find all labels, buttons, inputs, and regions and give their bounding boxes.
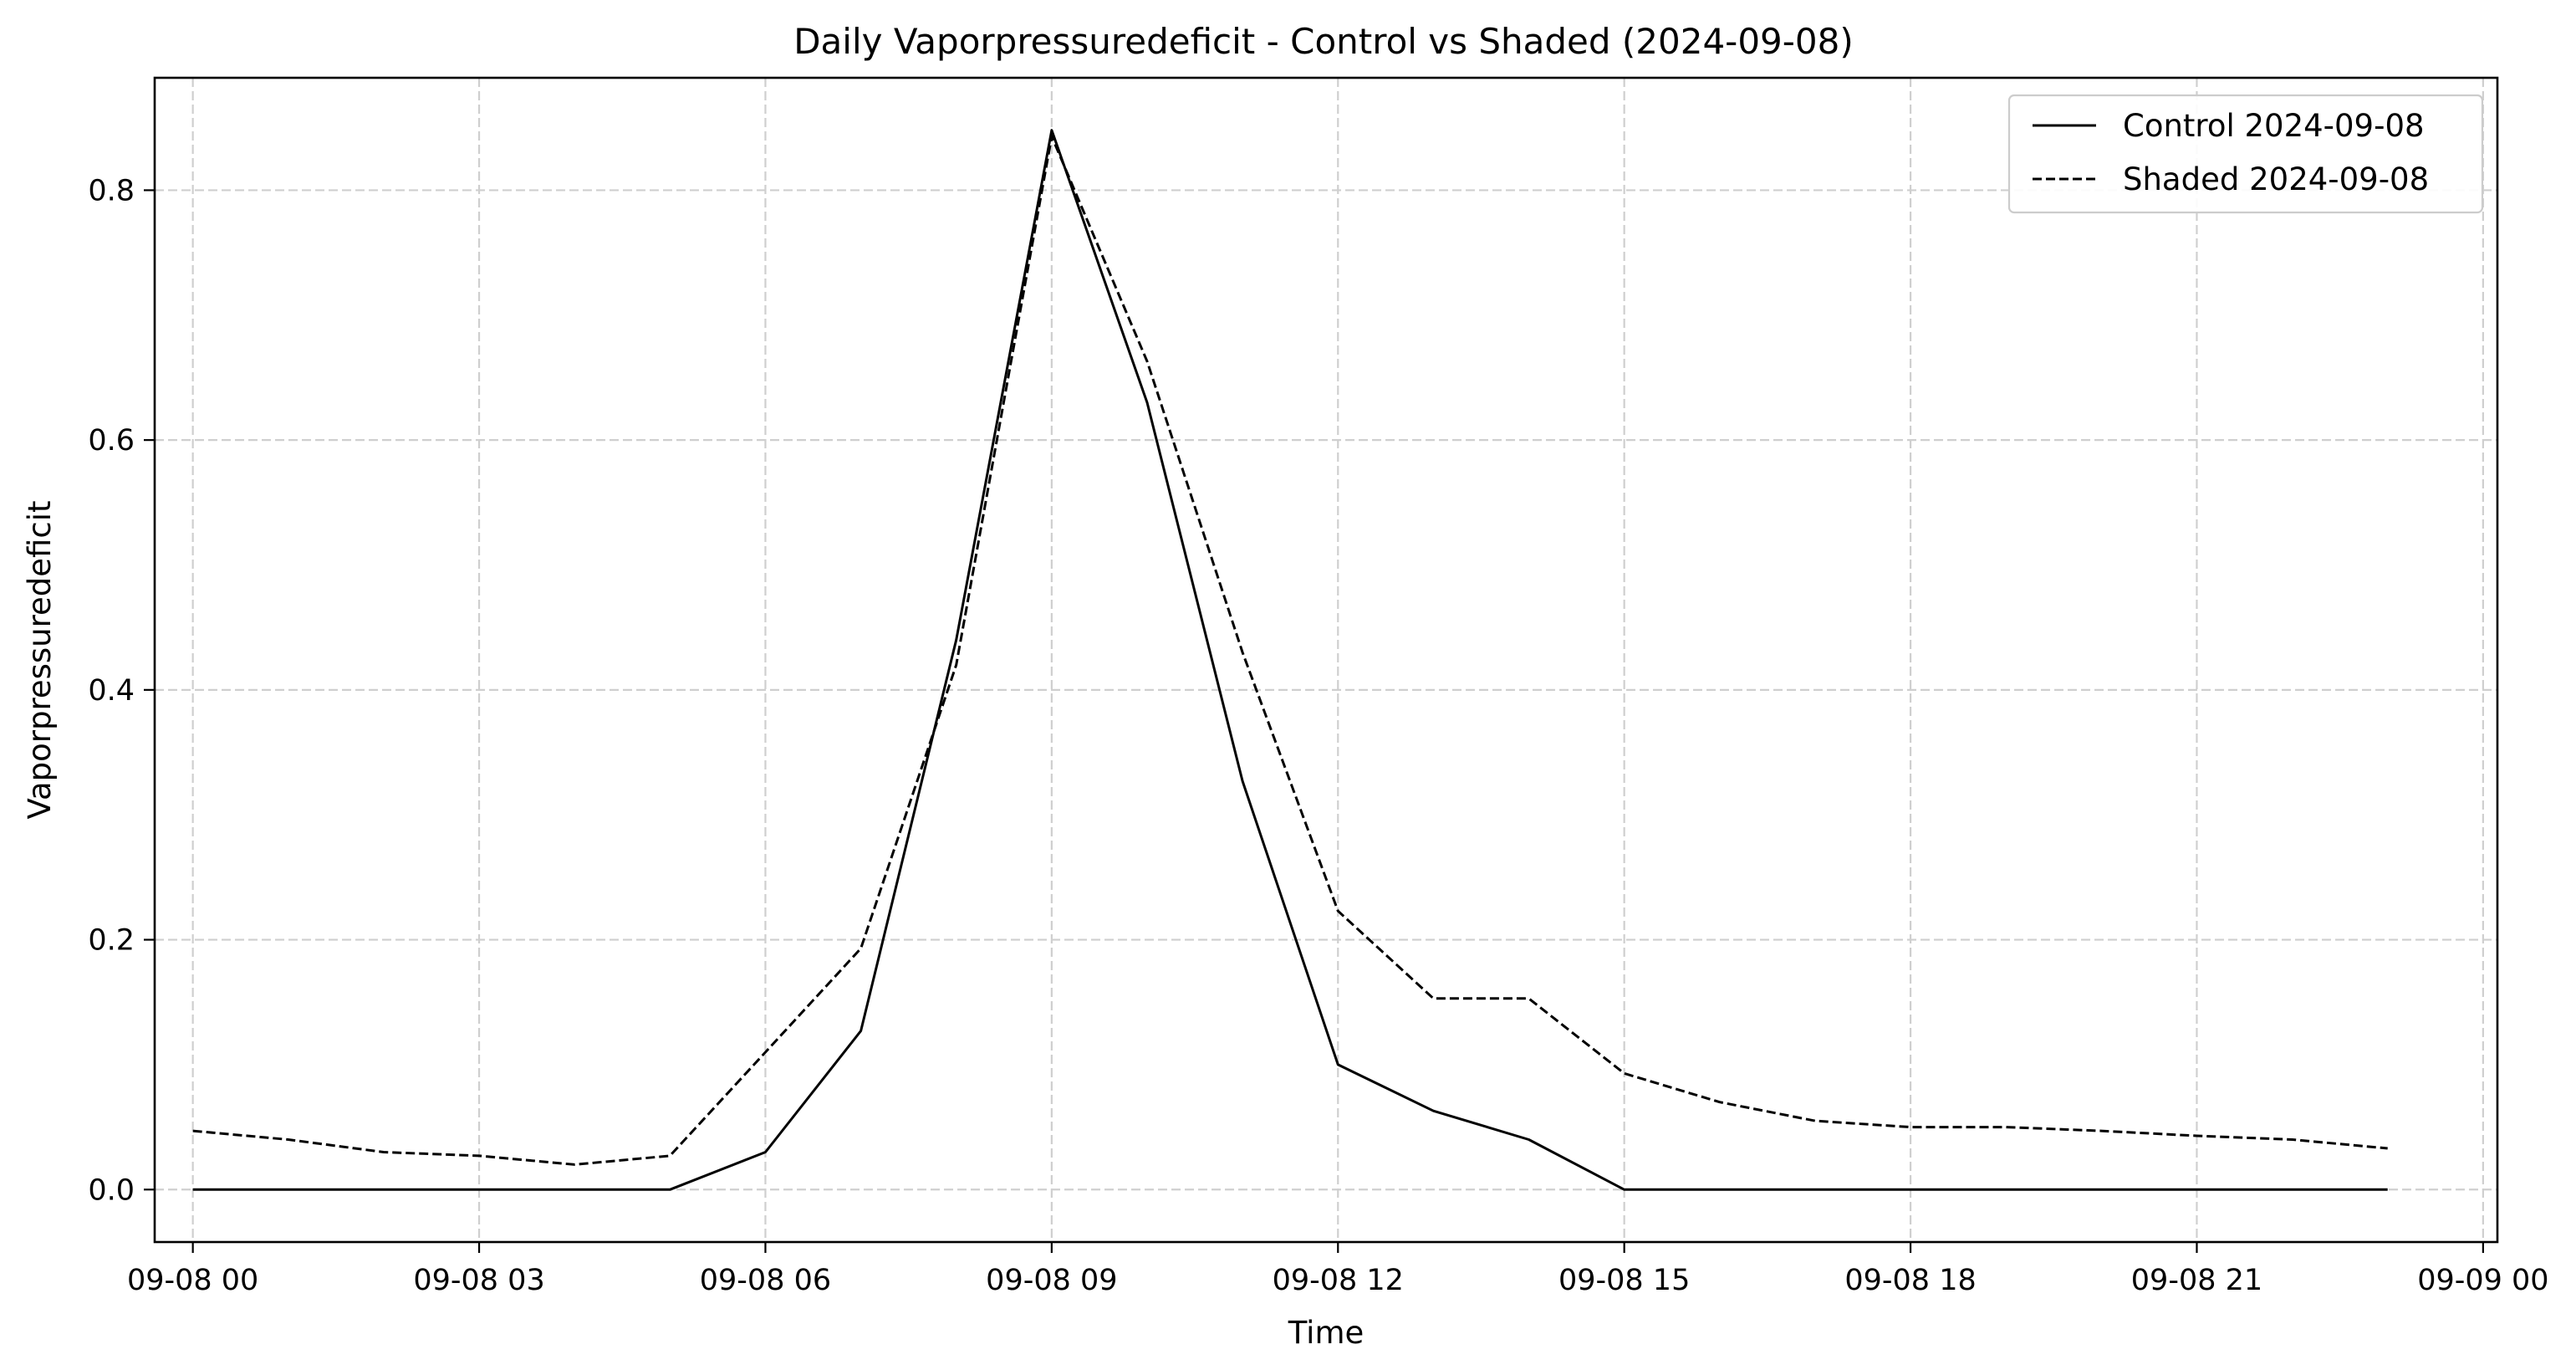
series-lines (192, 129, 2388, 1191)
series-line-control (192, 129, 2388, 1191)
x-tick-label: 09-08 18 (1844, 1264, 1976, 1297)
x-tick-label: 09-08 12 (1273, 1264, 1404, 1297)
x-axis-ticks: 09-08 00 09-08 03 09-08 06 09-08 09 09-08 12… (127, 1242, 2549, 1297)
x-axis-label: Time (1288, 1315, 1365, 1351)
y-tick-label: 0.4 (88, 674, 135, 708)
legend-label-control: Control 2024-09-08 (2123, 108, 2425, 144)
x-tick-label: 09-08 03 (413, 1264, 544, 1297)
plot-frame (153, 76, 2499, 1244)
y-tick-label: 0.8 (88, 174, 135, 207)
x-tick-label: 09-08 06 (700, 1264, 831, 1297)
y-axis-ticks: 0.0 0.2 0.4 0.6 0.8 (88, 174, 155, 1207)
x-tick-label: 09-08 21 (2131, 1264, 2262, 1297)
legend-box (2007, 94, 2484, 214)
x-tick-label: 09-09 00 (2417, 1264, 2548, 1297)
chart-title: Daily Vaporpressuredeficit - Control vs … (793, 21, 1854, 62)
legend-label-shaded: Shaded 2024-09-08 (2123, 161, 2429, 197)
y-axis-label: Vaporpressuredeficit (22, 501, 58, 820)
y-tick-label: 0.2 (88, 924, 135, 958)
x-tick-label: 09-08 09 (986, 1264, 1117, 1297)
legend: Control 2024-09-08 Shaded 2024-09-08 (2007, 94, 2484, 214)
x-tick-label: 09-08 15 (1558, 1264, 1690, 1297)
x-tick-label: 09-08 00 (127, 1264, 258, 1297)
series-line-shaded (192, 135, 2388, 1166)
y-tick-label: 0.0 (88, 1173, 135, 1207)
grid-lines (155, 78, 2497, 1242)
y-tick-label: 0.6 (88, 424, 135, 458)
